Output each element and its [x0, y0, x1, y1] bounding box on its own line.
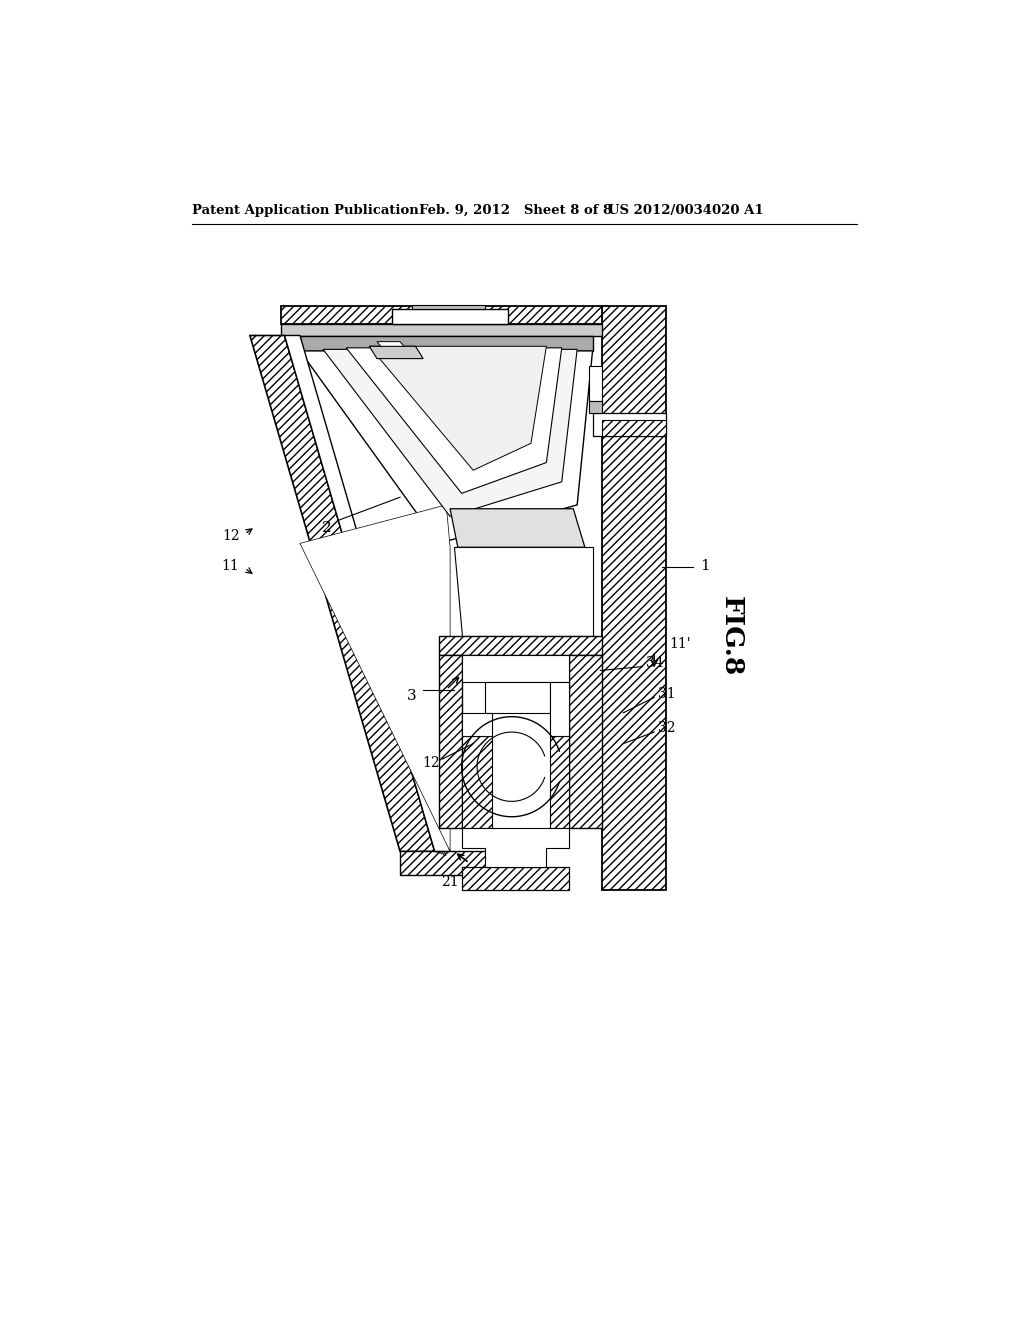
Text: 2: 2 — [322, 521, 332, 535]
Polygon shape — [451, 508, 585, 548]
Polygon shape — [300, 506, 451, 851]
Text: 3: 3 — [407, 689, 417, 702]
Text: US 2012/0034020 A1: US 2012/0034020 A1 — [608, 205, 764, 218]
Polygon shape — [569, 655, 602, 829]
Polygon shape — [593, 412, 666, 436]
Polygon shape — [323, 350, 578, 516]
Polygon shape — [462, 655, 569, 682]
Text: Patent Application Publication: Patent Application Publication — [193, 205, 419, 218]
Polygon shape — [438, 655, 462, 829]
Text: 21: 21 — [441, 875, 459, 890]
Polygon shape — [300, 351, 593, 544]
Polygon shape — [346, 348, 562, 494]
Polygon shape — [377, 342, 403, 346]
Polygon shape — [451, 655, 602, 667]
Text: Feb. 9, 2012   Sheet 8 of 8: Feb. 9, 2012 Sheet 8 of 8 — [419, 205, 612, 218]
Polygon shape — [602, 306, 666, 890]
Polygon shape — [454, 548, 593, 636]
Polygon shape — [484, 682, 550, 713]
Text: 1: 1 — [700, 560, 710, 573]
Text: 11': 11' — [670, 636, 691, 651]
Polygon shape — [281, 323, 602, 335]
Text: 32: 32 — [658, 721, 676, 735]
Polygon shape — [281, 306, 602, 323]
Polygon shape — [602, 420, 666, 436]
Polygon shape — [370, 346, 423, 359]
Polygon shape — [462, 829, 569, 867]
Polygon shape — [462, 737, 493, 829]
Polygon shape — [550, 682, 569, 737]
Polygon shape — [285, 335, 451, 851]
Polygon shape — [300, 335, 593, 351]
Polygon shape — [550, 737, 569, 829]
Polygon shape — [462, 713, 493, 737]
Polygon shape — [462, 867, 569, 890]
Polygon shape — [250, 335, 435, 851]
Text: FIG.8: FIG.8 — [719, 595, 743, 676]
Text: 12: 12 — [422, 756, 439, 770]
Polygon shape — [400, 851, 531, 874]
Polygon shape — [370, 346, 547, 470]
Text: 11: 11 — [222, 560, 240, 573]
Text: 34': 34' — [646, 656, 668, 669]
Polygon shape — [438, 636, 602, 655]
Text: 31: 31 — [658, 686, 676, 701]
Polygon shape — [589, 367, 602, 401]
Text: 12: 12 — [222, 529, 240, 543]
Polygon shape — [589, 401, 602, 412]
Polygon shape — [412, 305, 484, 309]
Polygon shape — [392, 309, 508, 323]
